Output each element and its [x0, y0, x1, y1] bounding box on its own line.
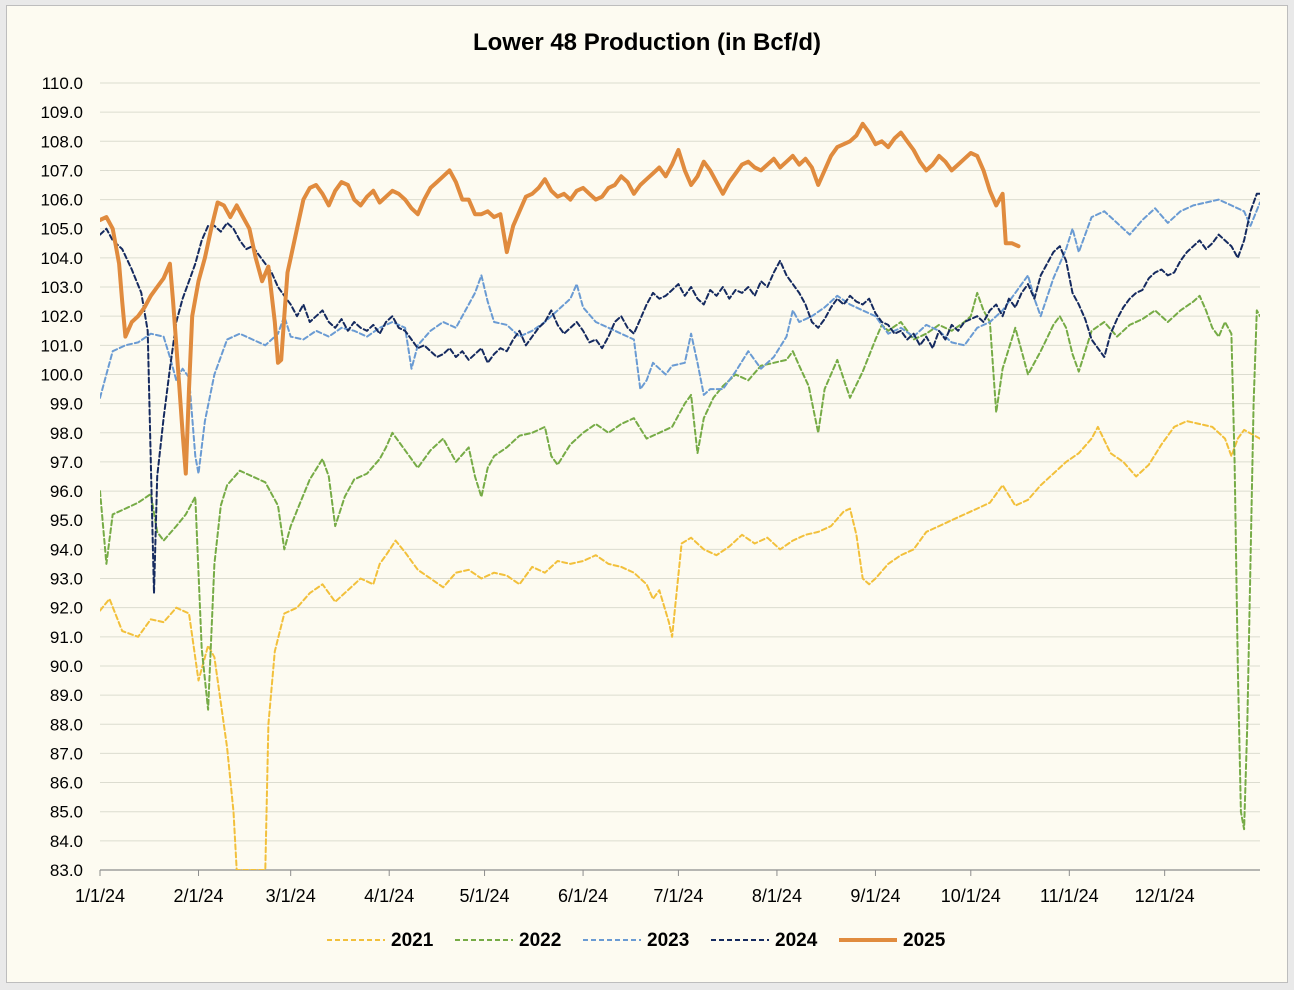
x-axis-ticks: 1/1/24 2/1/24 3/1/24 4/1/24 5/1/24 6/1/24 7/1/…	[75, 886, 1195, 906]
x-tick-label: 2/1/24	[173, 886, 223, 906]
y-tick-label: 103.0	[40, 278, 83, 297]
y-tick-label: 101.0	[40, 336, 83, 355]
y-tick-label: 88.0	[50, 715, 83, 734]
y-tick-label: 85.0	[50, 803, 83, 822]
x-tick-label: 3/1/24	[266, 886, 316, 906]
y-tick-label: 102.0	[40, 307, 83, 326]
y-tick-label: 94.0	[50, 540, 83, 559]
y-tick-label: 99.0	[50, 395, 83, 414]
x-tick-label: 1/1/24	[75, 886, 125, 906]
y-tick-label: 93.0	[50, 570, 83, 589]
series-line-2024	[100, 192, 1260, 595]
x-tick-label: 11/1/24	[1040, 886, 1099, 906]
chart-frame: Lower 48 Production (in Bcf/d) 83.0 84.0 8…	[6, 5, 1288, 983]
chart-title: Lower 48 Production (in Bcf/d)	[473, 29, 821, 56]
y-tick-label: 107.0	[40, 161, 83, 180]
y-tick-label: 95.0	[50, 511, 83, 530]
y-axis-ticks: 83.0 84.0 85.0 86.0 87.0 88.0 89.0 90.0 91.0 92.0…	[40, 74, 83, 880]
legend-label-2022: 2022	[519, 930, 561, 951]
legend-label-2024: 2024	[775, 930, 818, 951]
y-tick-label: 83.0	[50, 861, 83, 880]
y-tick-label: 84.0	[50, 832, 83, 851]
x-tick-label: 12/1/24	[1135, 886, 1195, 906]
x-tick-label: 9/1/24	[850, 886, 900, 906]
y-tick-label: 108.0	[40, 132, 83, 151]
y-tick-label: 100.0	[40, 365, 83, 384]
gridlines	[100, 82, 1260, 842]
axes	[99, 869, 1260, 876]
x-tick-label: 6/1/24	[558, 886, 608, 906]
legend-label-2025: 2025	[903, 930, 946, 951]
y-tick-label: 104.0	[40, 249, 83, 268]
series-line-2021	[100, 420, 1260, 870]
legend-label-2023: 2023	[647, 930, 689, 951]
y-tick-label: 89.0	[50, 686, 83, 705]
y-tick-label: 86.0	[50, 774, 83, 793]
x-tick-label: 7/1/24	[653, 886, 703, 906]
y-tick-label: 105.0	[40, 220, 83, 239]
y-tick-label: 96.0	[50, 482, 83, 501]
series-line-2022	[100, 291, 1260, 831]
y-tick-label: 87.0	[50, 744, 83, 763]
x-tick-label: 5/1/24	[460, 886, 510, 906]
series-lines	[100, 121, 1260, 870]
y-tick-label: 97.0	[50, 453, 83, 472]
x-tick-label: 10/1/24	[941, 886, 1001, 906]
y-tick-label: 109.0	[40, 103, 83, 122]
chart-svg: Lower 48 Production (in Bcf/d) 83.084.08…	[40, 29, 1260, 951]
legend: 2021 2022 2023 2024 2025	[327, 930, 946, 951]
y-tick-label: 91.0	[50, 628, 83, 647]
series-line-2023	[100, 198, 1260, 475]
y-tick-label: 90.0	[50, 657, 83, 676]
series-line-2025	[100, 121, 1021, 476]
x-tick-label: 4/1/24	[364, 886, 414, 906]
y-tick-label: 92.0	[50, 599, 83, 618]
y-tick-label: 106.0	[40, 191, 83, 210]
x-tick-label: 8/1/24	[752, 886, 802, 906]
y-tick-label: 110.0	[42, 74, 83, 93]
y-tick-label: 98.0	[50, 424, 83, 443]
legend-label-2021: 2021	[391, 930, 434, 951]
